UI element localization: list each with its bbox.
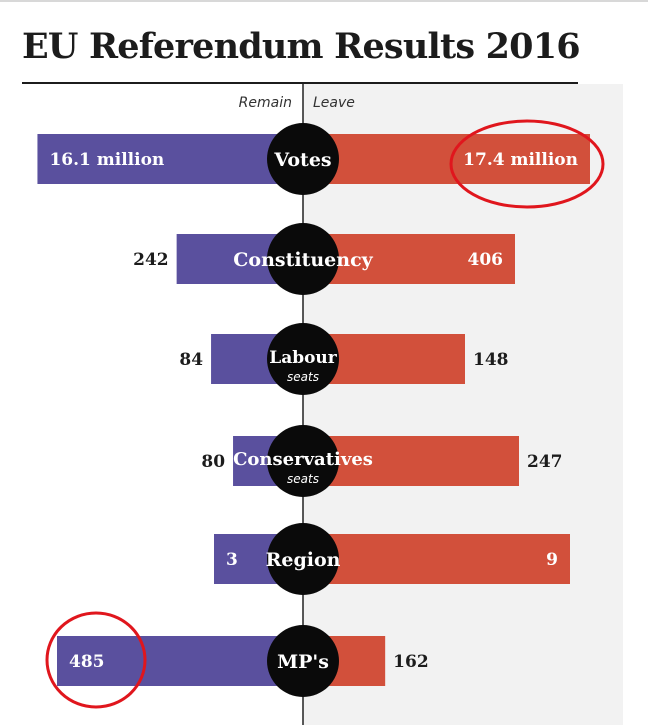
- remain-bar-votes: [37, 134, 303, 184]
- category-label-region: Region: [266, 549, 341, 571]
- category-label-mps: MP's: [277, 651, 329, 673]
- leave-value-mps: 162: [393, 652, 429, 672]
- category-circle-mps: [267, 625, 339, 697]
- remain-value-mps: 485: [69, 652, 105, 672]
- leave-value-labour: 148: [473, 350, 509, 370]
- remain-axis-label: Remain: [239, 95, 292, 111]
- chart-rows: Votes 16.1 million 17.4 million Constituenc…: [37, 119, 605, 709]
- leave-bar-votes: [303, 134, 590, 184]
- category-label-constituency: Constituency: [233, 249, 373, 271]
- title-rule: [22, 82, 578, 84]
- remain-value-labour: 84: [179, 350, 203, 370]
- category-circle-labour: [267, 323, 339, 395]
- leave-panel-background: [303, 84, 623, 725]
- leave-bar-region: [303, 534, 570, 584]
- category-circle-region: [267, 523, 339, 595]
- category-label-labour: Labour: [269, 348, 338, 368]
- remain-value-region: 3: [226, 550, 238, 570]
- category-circle-conservatives: [267, 425, 339, 497]
- leave-value-constituency: 406: [468, 250, 504, 270]
- highlight-circle-mps-remain: [45, 611, 147, 709]
- leave-value-votes: 17.4 million: [463, 150, 578, 170]
- highlight-circle-votes-leave: [449, 119, 605, 209]
- category-circle-constituency: [267, 223, 339, 295]
- remain-value-votes: 16.1 million: [49, 150, 164, 170]
- leave-axis-label: Leave: [313, 95, 355, 111]
- leave-value-conservatives: 247: [527, 452, 563, 472]
- remain-value-conservatives: 80: [201, 452, 225, 472]
- chart-title: EU Referendum Results 2016: [22, 26, 581, 67]
- category-circle-votes: [267, 123, 339, 195]
- top-border: [0, 0, 648, 2]
- leave-value-region: 9: [546, 550, 558, 570]
- remain-bar-mps: [57, 636, 303, 686]
- category-label-votes: Votes: [273, 149, 331, 171]
- category-sublabel-conservatives: seats: [287, 472, 319, 486]
- remain-value-constituency: 242: [133, 250, 169, 270]
- category-label-conservatives: Conservatives: [233, 449, 373, 470]
- category-sublabel-labour: seats: [287, 370, 319, 384]
